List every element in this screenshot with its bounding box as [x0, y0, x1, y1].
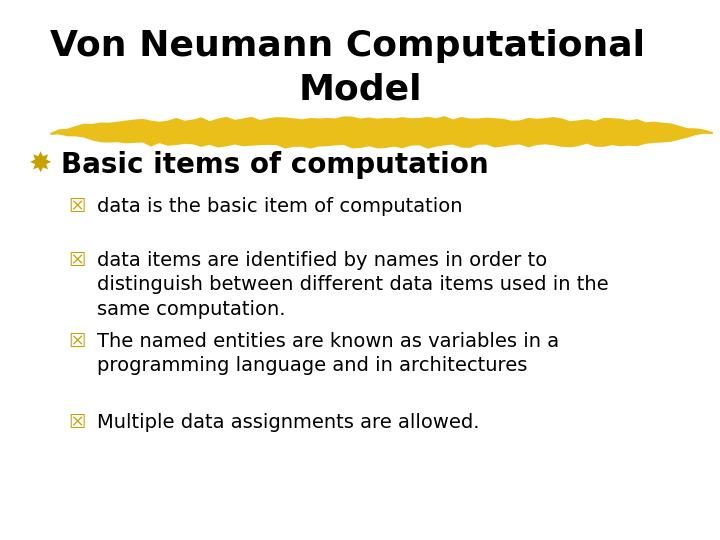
Text: data is the basic item of computation: data is the basic item of computation: [97, 197, 463, 216]
Text: Multiple data assignments are allowed.: Multiple data assignments are allowed.: [97, 413, 480, 432]
Text: Model: Model: [298, 72, 422, 106]
Text: Basic items of computation: Basic items of computation: [61, 151, 489, 179]
Text: Von Neumann Computational: Von Neumann Computational: [50, 29, 645, 63]
Text: ✸: ✸: [29, 151, 52, 179]
Text: ☒: ☒: [68, 332, 86, 351]
Text: ☒: ☒: [68, 197, 86, 216]
Text: ☒: ☒: [68, 413, 86, 432]
Text: data items are identified by names in order to
distinguish between different dat: data items are identified by names in or…: [97, 251, 609, 319]
Text: The named entities are known as variables in a
programming language and in archi: The named entities are known as variable…: [97, 332, 559, 375]
Text: ☒: ☒: [68, 251, 86, 270]
Polygon shape: [50, 116, 713, 149]
